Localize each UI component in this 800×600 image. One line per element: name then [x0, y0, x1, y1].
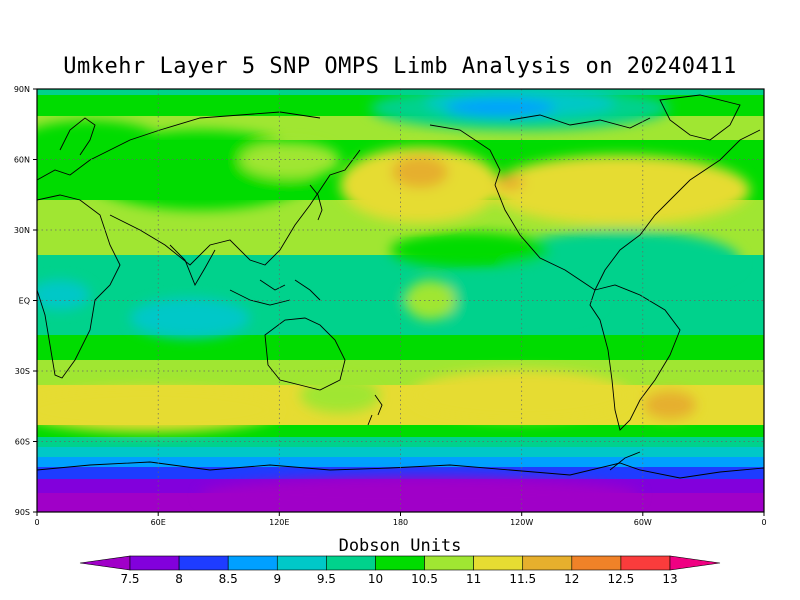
north-america-east [594, 129, 761, 291]
colorbar-label: 10 [368, 572, 383, 586]
graticule [37, 89, 764, 512]
colorbar-arrow-high [669, 555, 721, 571]
lat-label-60n: 60N [14, 156, 30, 165]
europe-coast [37, 111, 321, 181]
ozone-field [37, 89, 764, 512]
lon-label-0-east: 0 [761, 518, 766, 527]
new-zealand [367, 394, 383, 426]
indian-subcontinent [169, 244, 216, 287]
lat-label-90s: 90S [15, 508, 30, 517]
lat-label-60s: 60S [15, 438, 30, 447]
antarctica-coast [37, 461, 764, 479]
lon-label-180: 180 [393, 518, 408, 527]
lat-label-90n: 90N [14, 85, 30, 94]
colorbar-title: Dobson Units [338, 536, 462, 556]
antarctic-peninsula [609, 451, 641, 471]
indian-ocean-low [130, 298, 250, 338]
arctic-low-core [445, 99, 555, 117]
colorbar-label: 12 [564, 572, 579, 586]
south-atlantic-max [644, 391, 696, 419]
colorbar-label: 8 [175, 572, 183, 586]
colorbar-arrow-low [79, 555, 131, 571]
lon-label-60w: 60W [634, 518, 652, 527]
indonesia [229, 279, 321, 306]
lat-label-30n: 30N [14, 226, 30, 235]
tasman-green [300, 377, 380, 413]
atlantic-tropical-green [500, 230, 740, 290]
colorbar-segment [129, 555, 180, 571]
lon-label-120e: 120E [269, 518, 289, 527]
colorbar-label: 11.5 [509, 572, 536, 586]
colorbar-label: 12.5 [608, 572, 635, 586]
scandinavia-coast [59, 117, 96, 156]
band-south-9 [37, 447, 764, 459]
colorbar-label: 11 [466, 572, 481, 586]
lon-axis: 0 60E 120E 180 120W 60W 0 [34, 512, 767, 527]
colorbar-segment [424, 555, 474, 571]
africa-coast [37, 194, 121, 379]
colorbar-segment [178, 555, 229, 571]
colorbar-segment [375, 555, 425, 571]
lon-label-60e: 60E [151, 518, 166, 527]
colorbar-segment [522, 555, 573, 571]
east-pacific-green [390, 232, 550, 268]
south-pacific-yellow [410, 370, 630, 420]
colorbar-segment [620, 555, 671, 571]
greenland [659, 94, 741, 141]
colorbar-segment [276, 555, 327, 571]
map-title: Umkehr Layer 5 SNP OMPS Limb Analysis on… [63, 54, 737, 79]
alaska-max [392, 156, 448, 188]
north-america-coast [494, 184, 596, 291]
colorbar-segment [473, 555, 524, 571]
colorbar-label: 8.5 [219, 572, 238, 586]
regional-features [37, 89, 750, 512]
canada-max [496, 174, 524, 190]
colorbar-segment [227, 555, 278, 571]
asia-coast [109, 149, 361, 266]
australia-coast [264, 317, 346, 391]
lat-label-eq: EQ [19, 297, 30, 306]
band-south-8 [37, 467, 764, 481]
north-america-yellow [490, 155, 750, 225]
lon-label-0-west: 0 [34, 518, 39, 527]
colorbar-label: 7.5 [120, 572, 139, 586]
africa-cyan [37, 280, 90, 310]
coastlines [37, 94, 764, 479]
central-pacific-yellowgreen [405, 280, 455, 320]
lat-label-30s: 30S [15, 367, 30, 376]
lat-axis: 90N 60N 30N EQ 30S 60S 90S [14, 85, 37, 517]
colorbar-label: 9.5 [317, 572, 336, 586]
japan [309, 184, 323, 221]
canadian-arctic [509, 114, 651, 129]
south-america-coast [589, 284, 681, 431]
band-south-9-5 [37, 437, 764, 449]
alaska-coast [429, 124, 501, 186]
colorbar: 7.5 8 8.5 9 9.5 10 10.5 11 11.5 12 12.5 13 [79, 555, 721, 586]
colorbar-segment [326, 555, 376, 571]
antarctic-core [200, 477, 640, 512]
colorbar-label: 13 [662, 572, 677, 586]
lon-label-120w: 120W [510, 518, 533, 527]
south-indian-yellow [37, 388, 280, 432]
colorbar-segment [571, 555, 622, 571]
colorbar-label: 9 [273, 572, 281, 586]
siberia-yellowgreen [240, 142, 340, 178]
colorbar-label: 10.5 [411, 572, 438, 586]
